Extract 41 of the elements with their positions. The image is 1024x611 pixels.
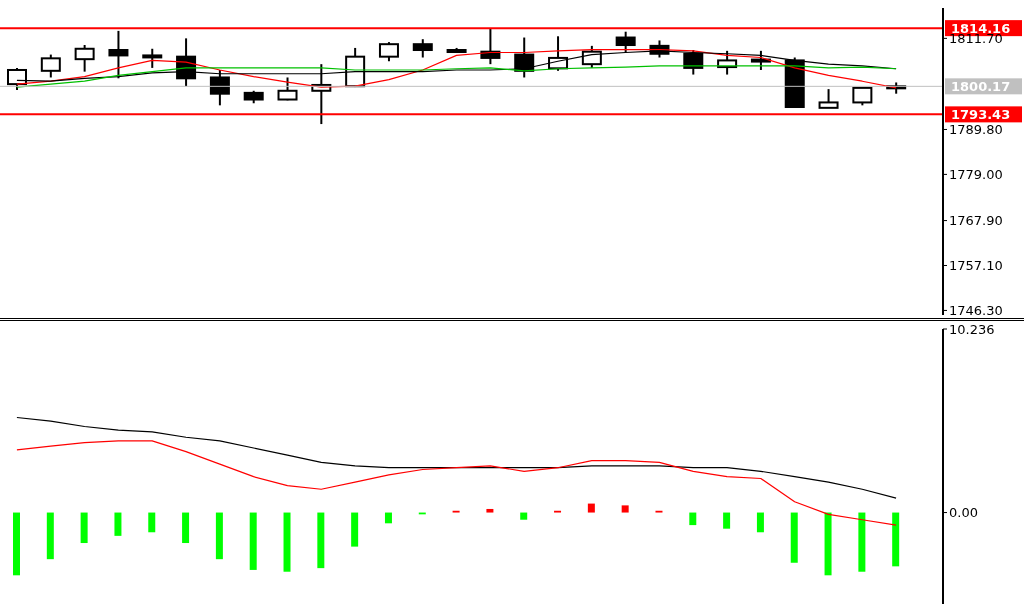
bar bbox=[215, 512, 223, 560]
line-series bbox=[16, 416, 897, 499]
bar bbox=[824, 512, 832, 576]
bar bbox=[689, 512, 697, 526]
y-tick-label: 1746.30 bbox=[949, 303, 1003, 319]
bar bbox=[317, 512, 325, 569]
candlestick bbox=[142, 47, 163, 69]
candlestick bbox=[378, 41, 399, 63]
line-series bbox=[16, 440, 897, 526]
candlestick bbox=[818, 88, 839, 109]
ref-line-label: 1793.43 bbox=[951, 107, 1011, 123]
candlestick bbox=[74, 44, 95, 73]
bar bbox=[723, 512, 731, 529]
bar bbox=[892, 512, 900, 567]
bar bbox=[520, 512, 528, 520]
bar bbox=[858, 512, 866, 572]
bar bbox=[148, 512, 156, 533]
y-tick-label: 1779.00 bbox=[949, 167, 1003, 183]
candlestick bbox=[277, 76, 298, 102]
candlestick bbox=[40, 53, 61, 79]
y-tick-label: 1757.10 bbox=[949, 258, 1003, 274]
bar bbox=[182, 512, 190, 544]
bar bbox=[80, 512, 88, 544]
y-tick-label: 0.00 bbox=[949, 505, 978, 521]
bar bbox=[621, 505, 629, 513]
bar bbox=[114, 512, 122, 536]
bar bbox=[351, 512, 359, 547]
bar bbox=[384, 512, 392, 524]
y-tick-label: 10.236 bbox=[949, 321, 995, 337]
bar bbox=[790, 512, 798, 563]
y-tick-label: 1789.80 bbox=[949, 122, 1003, 138]
ref-line-label: 1800.17 bbox=[951, 79, 1011, 95]
y-tick-label: 1767.90 bbox=[949, 213, 1003, 229]
bar bbox=[756, 512, 764, 533]
bar bbox=[13, 512, 20, 576]
candlestick bbox=[412, 38, 433, 59]
bar bbox=[283, 512, 291, 572]
bar bbox=[486, 508, 494, 513]
bar bbox=[587, 503, 595, 513]
bar bbox=[249, 512, 257, 570]
bar bbox=[46, 512, 54, 560]
